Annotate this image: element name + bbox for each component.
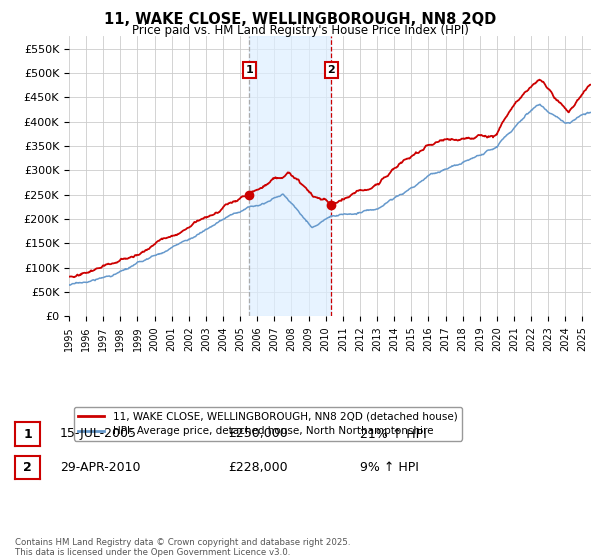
Text: 1: 1 (23, 427, 32, 441)
Text: £228,000: £228,000 (228, 461, 287, 474)
Legend: 11, WAKE CLOSE, WELLINGBOROUGH, NN8 2QD (detached house), HPI: Average price, de: 11, WAKE CLOSE, WELLINGBOROUGH, NN8 2QD … (74, 407, 461, 441)
Text: 21% ↑ HPI: 21% ↑ HPI (360, 427, 427, 441)
Text: 11, WAKE CLOSE, WELLINGBOROUGH, NN8 2QD: 11, WAKE CLOSE, WELLINGBOROUGH, NN8 2QD (104, 12, 496, 27)
Text: 2: 2 (23, 461, 32, 474)
Text: 15-JUL-2005: 15-JUL-2005 (60, 427, 137, 441)
Text: £250,000: £250,000 (228, 427, 288, 441)
Text: 9% ↑ HPI: 9% ↑ HPI (360, 461, 419, 474)
Text: 1: 1 (245, 65, 253, 75)
Text: Price paid vs. HM Land Registry's House Price Index (HPI): Price paid vs. HM Land Registry's House … (131, 24, 469, 36)
Text: Contains HM Land Registry data © Crown copyright and database right 2025.
This d: Contains HM Land Registry data © Crown c… (15, 538, 350, 557)
Bar (250, 36, 331, 316)
Text: 29-APR-2010: 29-APR-2010 (60, 461, 140, 474)
Text: 2: 2 (328, 65, 335, 75)
